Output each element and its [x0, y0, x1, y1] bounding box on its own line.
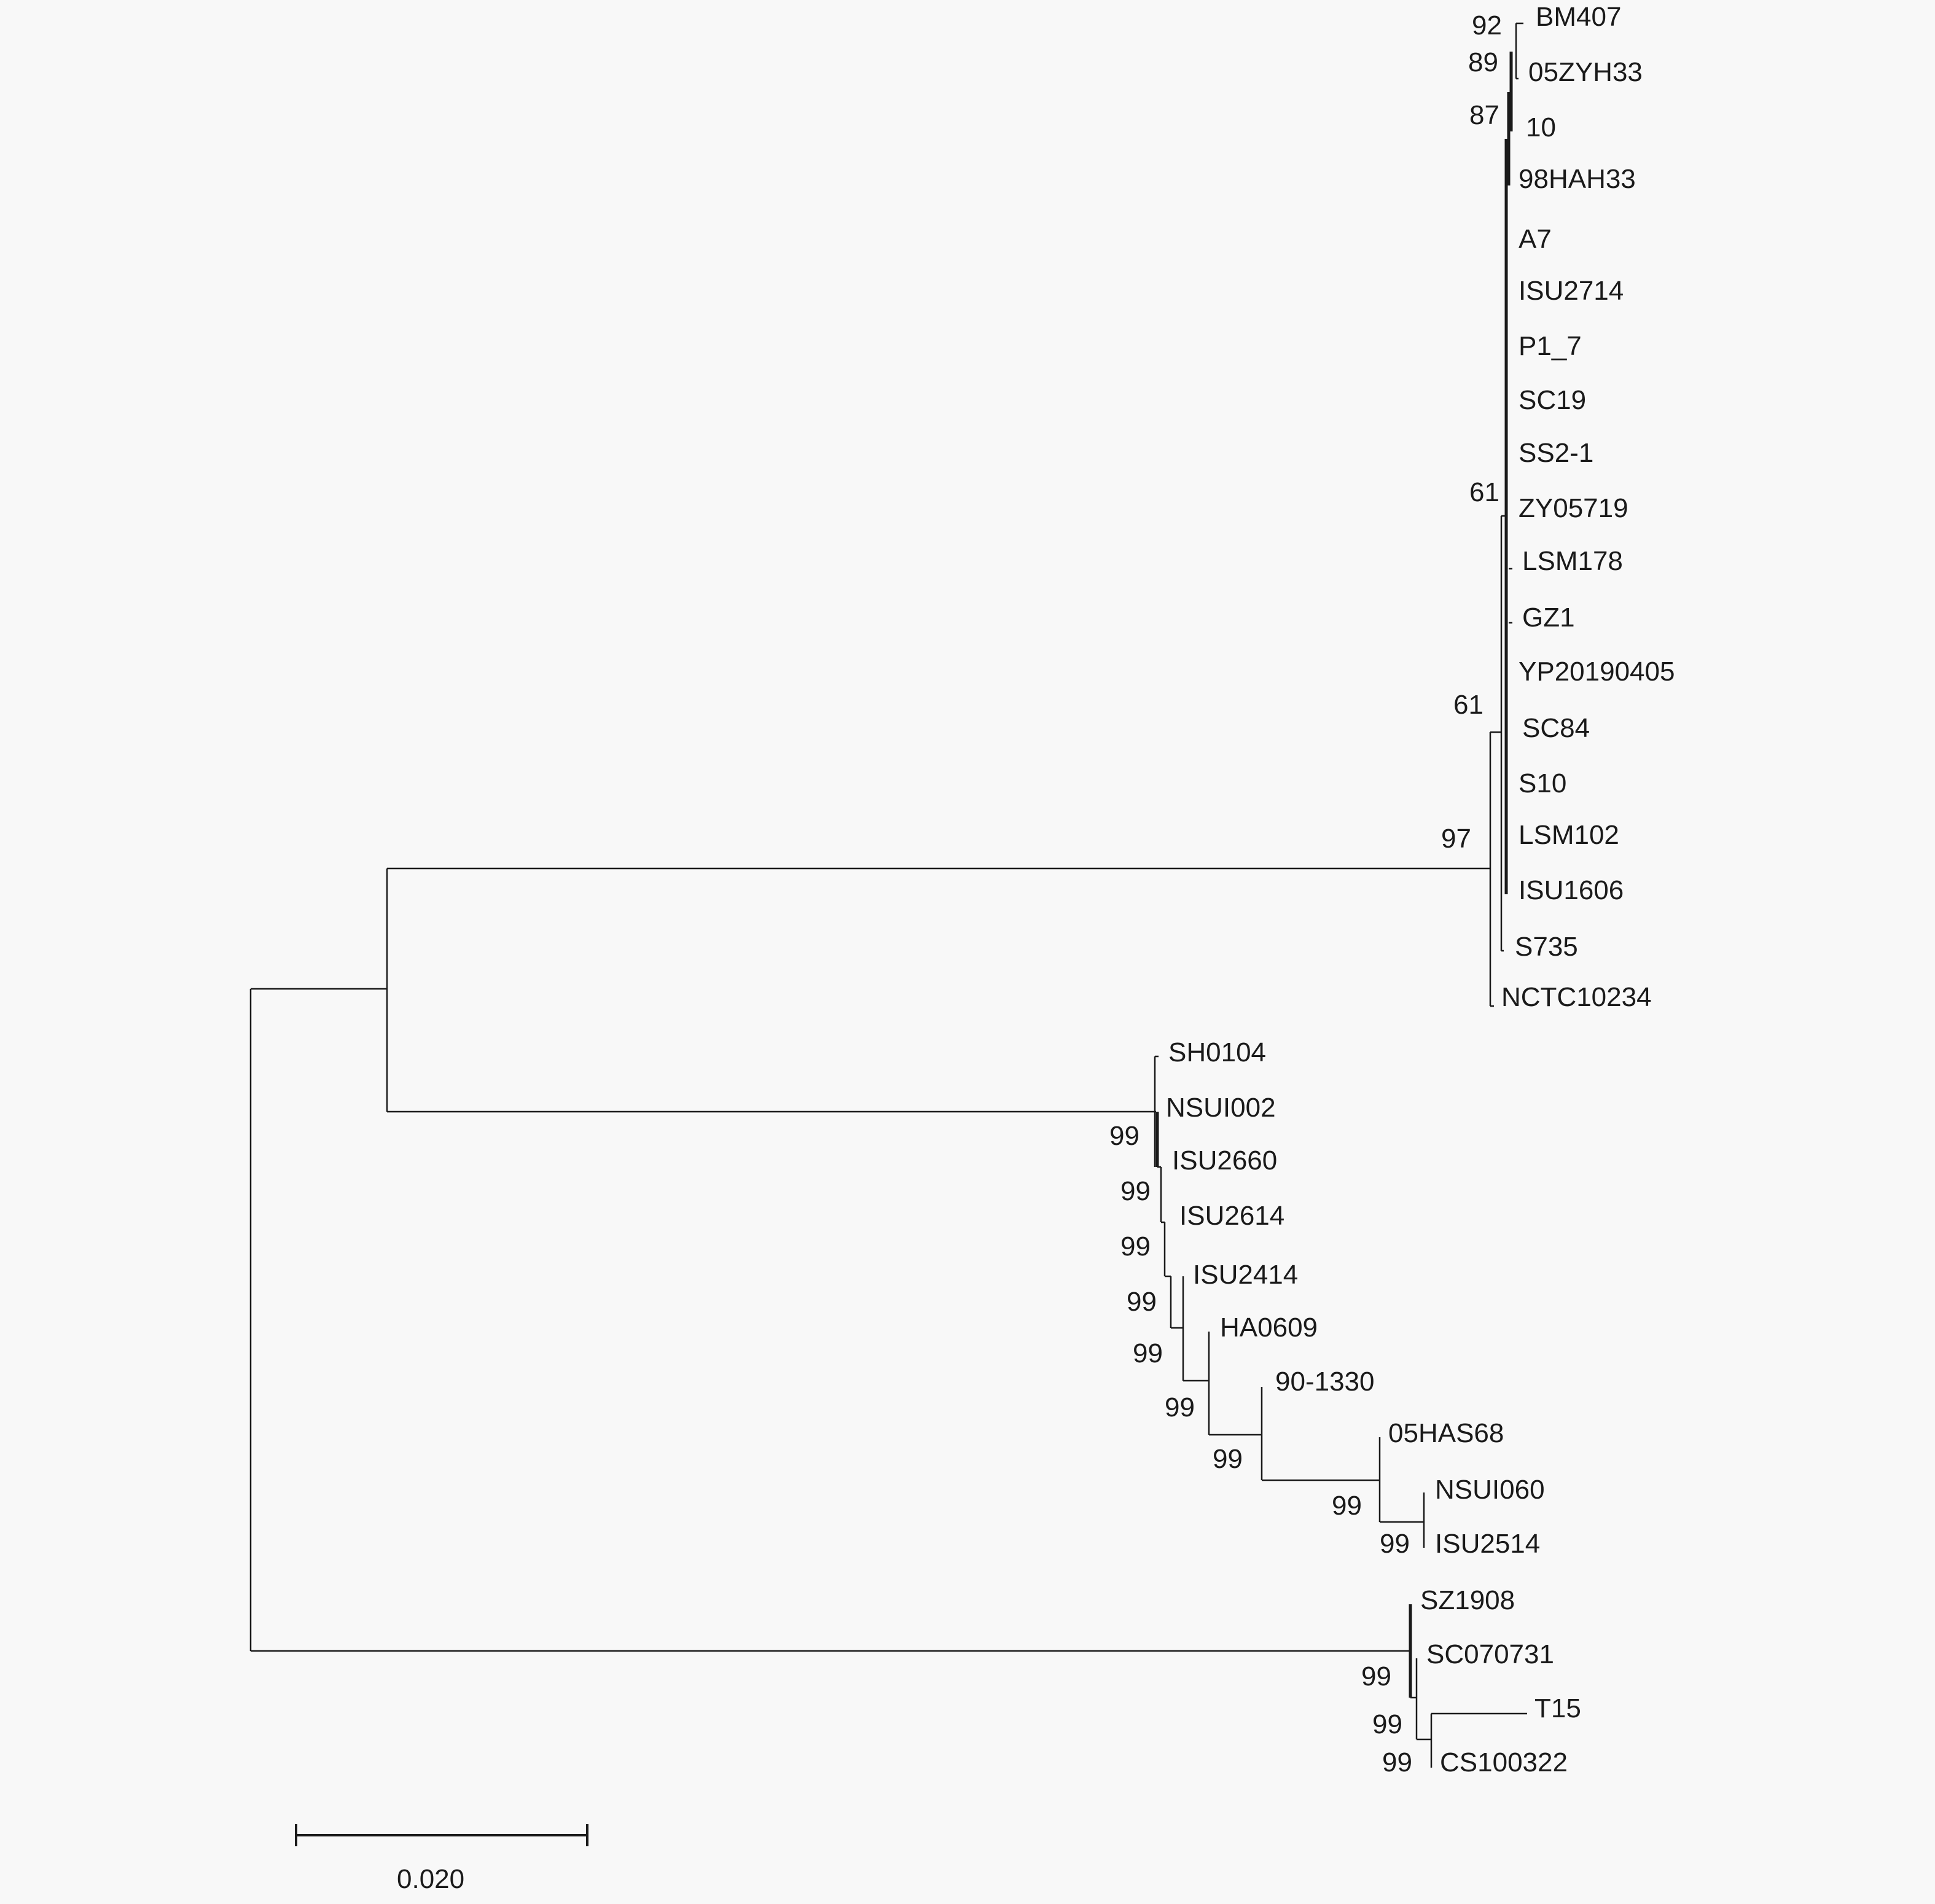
- taxon-label: GZ1: [1522, 603, 1575, 633]
- bootstrap-label: 99: [1109, 1121, 1140, 1151]
- taxon-label: SS2-1: [1519, 438, 1593, 468]
- bootstrap-label: 99: [1372, 1709, 1402, 1739]
- taxon-label: YP20190405: [1519, 657, 1675, 687]
- bootstrap-label: 99: [1213, 1444, 1243, 1474]
- bootstrap-label: 87: [1469, 100, 1499, 130]
- taxon-label: A7: [1519, 224, 1552, 254]
- taxon-label: 05HAS68: [1388, 1418, 1504, 1448]
- taxon-label: BM407: [1536, 2, 1621, 32]
- bootstrap-label: 99: [1380, 1529, 1410, 1559]
- bootstrap-label: 99: [1133, 1338, 1163, 1368]
- bootstrap-label: 99: [1361, 1661, 1391, 1691]
- taxon-label: ISU2414: [1193, 1260, 1298, 1290]
- taxon-label: ISU1606: [1519, 875, 1624, 905]
- taxon-label: SC19: [1519, 385, 1586, 415]
- taxon-label: SH0104: [1168, 1037, 1266, 1067]
- bootstrap-label: 99: [1382, 1747, 1412, 1777]
- taxon-label: SC84: [1522, 713, 1590, 743]
- bootstrap-label: 61: [1453, 690, 1484, 720]
- taxon-label: P1_7: [1519, 331, 1582, 361]
- bootstrap-labels: 92 89 87 61 61 97 99 99 99 99 99 99 99 9…: [1109, 10, 1502, 1777]
- taxon-label: ISU2660: [1172, 1145, 1277, 1176]
- taxon-label: LSM102: [1519, 820, 1619, 850]
- taxon-label: NSUI002: [1166, 1093, 1276, 1123]
- taxon-label: CS100322: [1440, 1747, 1568, 1777]
- bootstrap-label: 99: [1120, 1176, 1151, 1206]
- taxon-label: ISU2614: [1179, 1201, 1284, 1231]
- taxon-label: S10: [1519, 768, 1566, 798]
- bootstrap-label: 89: [1468, 47, 1498, 77]
- taxon-label: NCTC10234: [1501, 982, 1652, 1012]
- taxon-label: LSM178: [1522, 546, 1623, 576]
- taxon-label: SC070731: [1426, 1639, 1554, 1669]
- bootstrap-label: 99: [1127, 1287, 1157, 1317]
- taxon-label: HA0609: [1220, 1313, 1318, 1343]
- taxon-label: NSUI060: [1435, 1475, 1545, 1505]
- taxon-label: S735: [1515, 932, 1578, 962]
- taxon-label: SZ1908: [1420, 1585, 1515, 1615]
- scale-bar-label: 0.020: [397, 1864, 464, 1894]
- bootstrap-label: 99: [1120, 1231, 1151, 1262]
- bootstrap-label: 97: [1441, 824, 1471, 854]
- taxon-label: ISU2514: [1435, 1529, 1540, 1559]
- scale-bar: 0.020: [295, 1824, 588, 1894]
- taxon-label: ISU2714: [1519, 276, 1624, 306]
- bootstrap-label: 99: [1332, 1491, 1362, 1521]
- taxon-label: ZY05719: [1519, 493, 1628, 523]
- tree-branches: [249, 22, 1527, 1768]
- taxon-label: 05ZYH33: [1528, 57, 1643, 87]
- bootstrap-label: 99: [1165, 1392, 1195, 1422]
- taxon-label: 98HAH33: [1519, 164, 1636, 194]
- taxon-label: T15: [1534, 1693, 1581, 1723]
- taxon-labels: BM407 05ZYH33 10 98HAH33 A7 ISU2714 P1_7…: [1166, 2, 1675, 1777]
- bootstrap-label: 92: [1472, 10, 1502, 41]
- taxon-label: 90-1330: [1275, 1367, 1374, 1397]
- bootstrap-label: 61: [1469, 477, 1499, 507]
- taxon-label: 10: [1526, 112, 1556, 142]
